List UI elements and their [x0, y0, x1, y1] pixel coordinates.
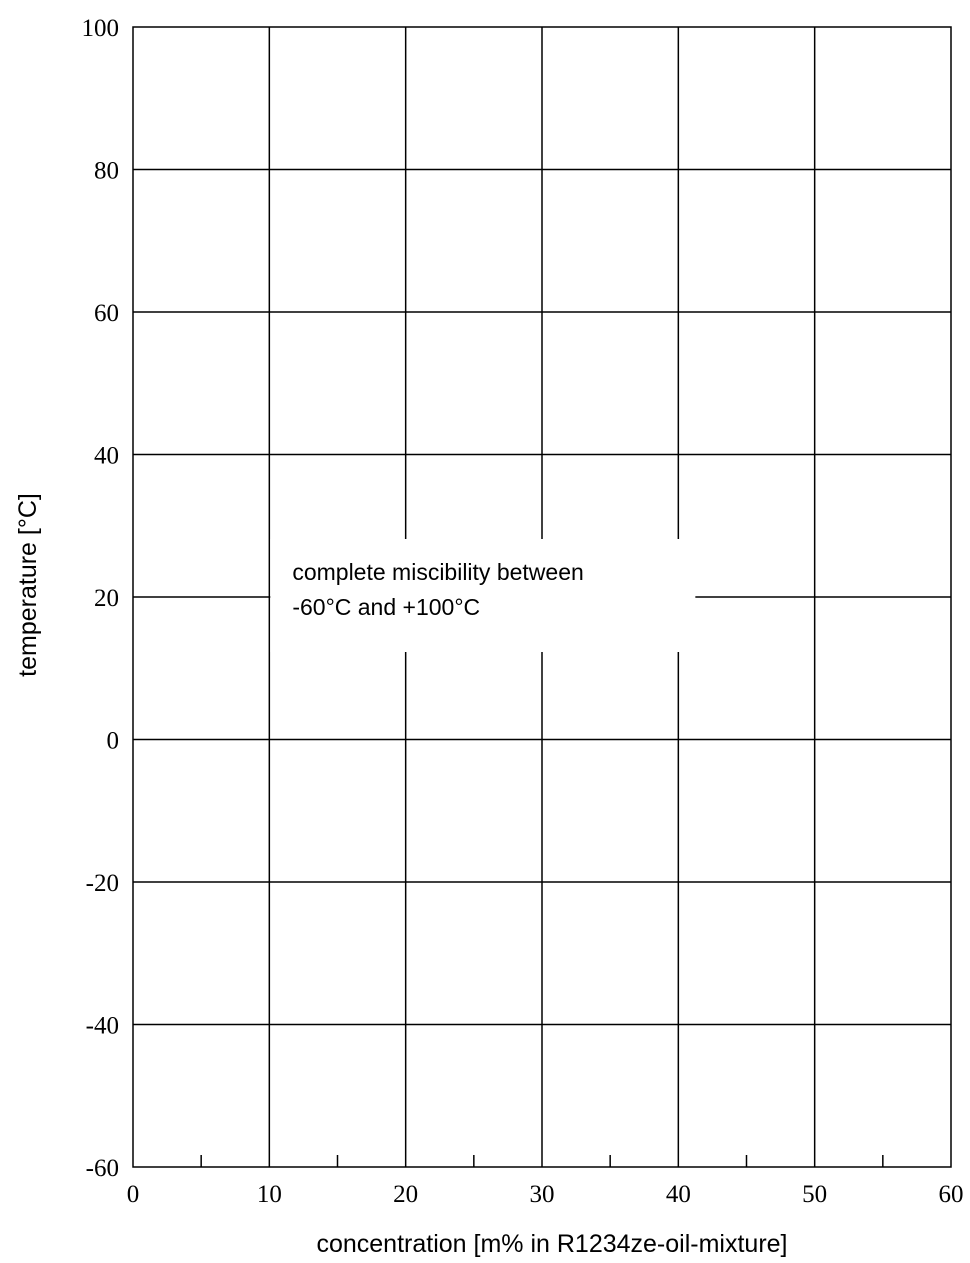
y-tick-label: 80	[94, 158, 119, 185]
x-tick-label: 20	[393, 1181, 418, 1208]
x-axis-tick-labels: 0 10 20 30 40 50 60	[127, 1181, 964, 1208]
plot-area-frame	[132, 26, 952, 1168]
y-axis-tick-labels: -60 -40 -20 0 20 40 60 80 100	[82, 15, 120, 1182]
y-tick-label: 0	[107, 728, 120, 755]
x-tick-label: 30	[530, 1181, 555, 1208]
x-tick-label: 10	[257, 1181, 282, 1208]
y-tick-label: -60	[86, 1155, 119, 1182]
y-tick-label: 100	[82, 15, 120, 42]
axis-ticks	[200, 1155, 884, 1167]
y-axis-title: temperature [°C]	[14, 493, 42, 677]
y-tick-label: 40	[94, 443, 119, 470]
x-tick-label: 60	[939, 1181, 964, 1208]
y-tick-label: 60	[94, 300, 119, 327]
annotation-box: complete miscibility between -60°C and +1…	[270, 539, 696, 652]
y-tick-label: 20	[94, 585, 119, 612]
x-tick-label: 40	[666, 1181, 691, 1208]
annotation-text-line: -60°C and +100°C	[292, 594, 480, 620]
x-tick-label: 0	[127, 1181, 140, 1208]
x-axis-title: concentration [m% in R1234ze-oil-mixture…	[316, 1230, 787, 1258]
annotation-text-line: complete miscibility between	[292, 559, 583, 585]
annotation-background	[270, 539, 696, 652]
y-tick-label: -40	[86, 1013, 119, 1040]
x-tick-label: 50	[802, 1181, 827, 1208]
y-tick-label: -20	[86, 870, 119, 897]
